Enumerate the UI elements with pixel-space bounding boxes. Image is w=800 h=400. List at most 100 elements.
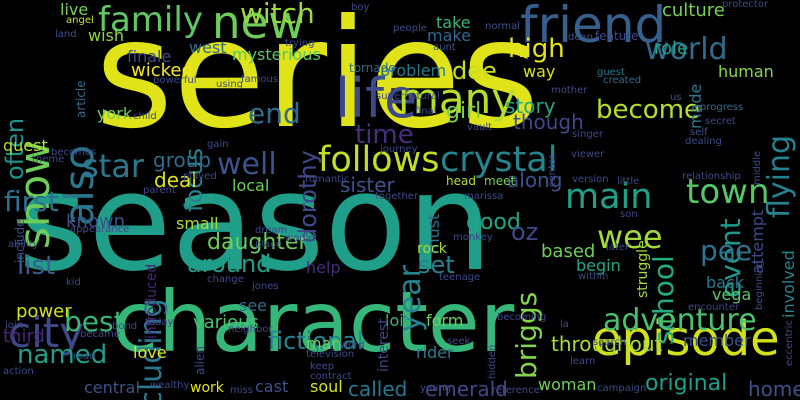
word-feature: feature [595, 29, 639, 43]
word-reference: reference [492, 385, 540, 396]
word-form: form [426, 311, 464, 330]
word-meet: meet [484, 174, 516, 188]
word-throughout: throughout [551, 332, 663, 356]
word-time: time [355, 120, 414, 150]
word-group: group [153, 148, 212, 172]
word-self: self [690, 127, 708, 138]
word-appearance: appearance [70, 224, 130, 235]
word-young: young [420, 383, 452, 394]
word-boy: boy [351, 2, 370, 13]
word-soul: soul [310, 377, 343, 396]
word-city: city [8, 308, 85, 357]
word-west: west [189, 38, 227, 57]
word-learn: learn [570, 356, 596, 367]
word-marissa: marissa [464, 191, 504, 202]
word-named: named [17, 340, 108, 370]
word-join: join [5, 320, 24, 331]
word-see: see [239, 296, 268, 315]
word-aunt: aunt [433, 42, 456, 53]
word-becoming: becoming [497, 312, 547, 323]
word-rock: rock [417, 241, 447, 257]
word-work: work [190, 380, 224, 396]
word-begin: begin [576, 256, 621, 275]
word-new: new [212, 0, 306, 49]
word-people: people [393, 23, 427, 34]
word-hidden: hidden [487, 344, 498, 379]
word-viewer: viewer [571, 149, 605, 160]
word-neighbor: neighbor [228, 324, 273, 335]
word-using: using [216, 79, 244, 90]
word-culture: culture [662, 0, 725, 21]
word-jones: jones [252, 281, 279, 292]
word-series: series [95, 0, 540, 162]
word-singer: singer [572, 129, 603, 140]
word-final: final [415, 106, 437, 117]
word-member: member [683, 331, 751, 350]
word-guest: guest [597, 67, 625, 78]
word-wee: wee [597, 218, 663, 256]
word-fictional: fictional [268, 327, 364, 355]
word-later: later [606, 242, 630, 253]
word-follows: follows [318, 140, 440, 180]
word-campaign: campaign [597, 383, 647, 394]
word-head: head [446, 174, 476, 188]
word-pee: pee [700, 234, 753, 267]
word-became: became [80, 329, 121, 340]
word-make: make [427, 26, 471, 45]
word-friend: friend [520, 0, 667, 54]
word-role: role [654, 38, 689, 59]
word-within: within [578, 271, 609, 282]
word-world: world [645, 32, 728, 67]
word-alien: alien [193, 345, 207, 375]
word-vega: vega [712, 285, 752, 304]
word-contract: contract [310, 371, 352, 382]
word-oz: oz [511, 218, 539, 246]
word-teenage: teenage [439, 272, 481, 283]
word-flying: flying [762, 134, 797, 218]
word-dean: dean [568, 32, 593, 43]
word-bond: bond [112, 321, 138, 332]
word-along: along [507, 168, 563, 192]
word-briggs: briggs [510, 291, 543, 379]
word-would: would [285, 233, 315, 244]
word-article: article [74, 80, 88, 118]
word-around: around [187, 250, 272, 278]
word-played: played [183, 171, 217, 182]
word-cast: cast [255, 377, 289, 396]
word-high: high [508, 34, 565, 64]
word-becomes: becomes [51, 147, 97, 158]
word-angel: angel [66, 15, 94, 26]
word-kid: kid [66, 277, 81, 288]
word-family: family [98, 0, 203, 40]
word-together: together [375, 191, 419, 202]
word-human: human [718, 62, 774, 81]
word-star: star [82, 147, 144, 185]
word-vault: vault [467, 122, 493, 133]
word-various: various [193, 312, 259, 333]
word-quest: quest [3, 136, 48, 155]
word-wish: wish [88, 26, 125, 45]
word-way: way [523, 62, 556, 81]
word-struggle: struggle [635, 240, 651, 298]
word-live: live [60, 0, 89, 19]
word-action: action [3, 366, 34, 377]
word-back: back [706, 273, 745, 292]
word-life: life [335, 67, 418, 130]
word-search: search [593, 337, 627, 348]
word-secret: secret [705, 116, 736, 127]
word-many: many [398, 74, 517, 123]
word-first: first [4, 185, 59, 218]
word-dream: dream [255, 225, 288, 236]
word-romantic: romantic [305, 174, 350, 185]
word-crystal: crystal [440, 140, 558, 180]
word-seek: seek [447, 336, 471, 347]
word-famous: famous [241, 74, 279, 85]
word-called: called [348, 377, 408, 400]
word-end: end [248, 97, 301, 130]
word-version: version [572, 174, 609, 185]
word-wicked: wicked [131, 60, 193, 81]
word-original: original [645, 371, 728, 396]
word-mother: mother [551, 85, 588, 96]
word-episode: episode [592, 311, 780, 367]
word-dee: dee [452, 57, 497, 85]
